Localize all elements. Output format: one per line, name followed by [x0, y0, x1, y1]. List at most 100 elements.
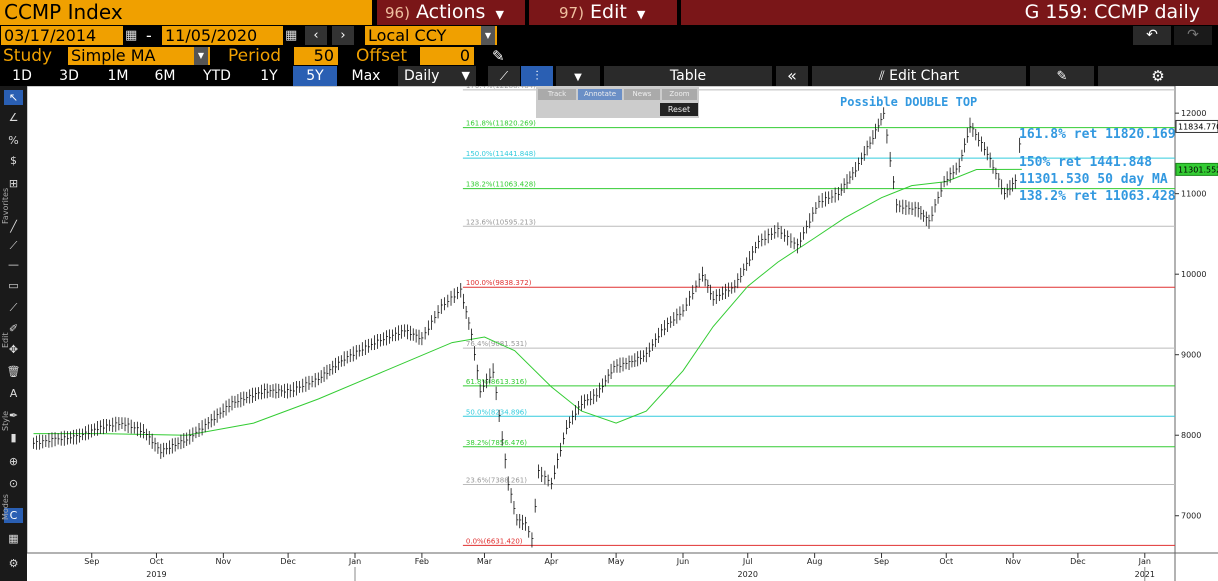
- trendline-tool[interactable]: ∠: [8, 111, 19, 124]
- channel-tool[interactable]: ⊞: [8, 177, 19, 190]
- edit-menu-button[interactable]: 97) Edit ▼: [529, 0, 677, 25]
- line-chart-button[interactable]: ⟋: [488, 66, 520, 86]
- x-tick-label: Sep: [84, 557, 99, 566]
- price-chart[interactable]: 7000 8000 9000 10000 11000 12000 Sep Oct Nov Dec J…: [27, 86, 1218, 581]
- annotate-tab[interactable]: Annotate: [578, 89, 622, 100]
- ray-tool[interactable]: ⟋: [9, 239, 18, 252]
- undo-button[interactable]: ↶: [1133, 26, 1171, 45]
- range-1y-button[interactable]: 1Y: [260, 68, 278, 84]
- frequency-select[interactable]: Daily ▼: [398, 66, 476, 86]
- collapse-button[interactable]: «: [776, 66, 808, 86]
- end-date-field[interactable]: 11/05/2020: [162, 26, 283, 45]
- pen-tool[interactable]: ✒: [8, 409, 19, 422]
- y-tick-label: 8000: [1181, 431, 1201, 440]
- y-tick-label: 12000: [1181, 109, 1206, 118]
- next-period-button[interactable]: ›: [332, 26, 354, 45]
- offset-field[interactable]: 0: [420, 47, 474, 65]
- ret-150-annotation[interactable]: 150% ret 1441.848: [1019, 155, 1153, 170]
- snap-tool[interactable]: ⊙: [8, 477, 19, 490]
- fib-level-label: 0.0%(6631.420): [466, 537, 523, 545]
- y-tick-label: 7000: [1181, 512, 1201, 521]
- chevron-down-icon: ▼: [495, 8, 504, 21]
- gear-icon: ⚙: [1151, 67, 1165, 85]
- chevron-right-icon: ›: [340, 28, 346, 43]
- range-1d-button[interactable]: 1D: [12, 68, 32, 84]
- x-tick-label: Jun: [676, 557, 690, 566]
- track-tab[interactable]: Track: [538, 89, 576, 100]
- redo-icon: ↷: [1187, 27, 1199, 43]
- range-1m-button[interactable]: 1M: [107, 68, 129, 84]
- calendar-icon[interactable]: ▦: [285, 28, 298, 43]
- security-name: CCMP Index: [4, 0, 123, 24]
- reset-button[interactable]: Reset: [660, 103, 698, 116]
- trash-icon[interactable]: 🗑: [6, 365, 21, 378]
- range-6m-button[interactable]: 6M: [154, 68, 176, 84]
- color-tool[interactable]: ▮: [10, 431, 17, 444]
- pen-icon[interactable]: ✎: [492, 47, 505, 65]
- range-ytd-button[interactable]: YTD: [203, 68, 231, 84]
- ma-50-annotation[interactable]: 11301.530 50 day MA: [1019, 172, 1168, 187]
- pencil-icon: ✎: [1056, 69, 1068, 84]
- edit-chart-button[interactable]: ⫽ Edit Chart: [812, 66, 1026, 86]
- rectangle-tool[interactable]: ▭: [8, 279, 19, 292]
- fib-level-label: 161.8%(11820.269): [466, 120, 536, 128]
- percent-tool[interactable]: $: [10, 154, 17, 167]
- start-date-field[interactable]: 03/17/2014: [1, 26, 123, 45]
- y-tick-label: 11000: [1181, 190, 1206, 199]
- ret-1618-annotation[interactable]: 161.8% ret 11820.169: [1019, 127, 1176, 142]
- frequency-value: Daily: [404, 68, 440, 84]
- modes-section-label: Modes: [1, 494, 10, 520]
- prev-period-button[interactable]: ‹: [305, 26, 327, 45]
- brush-tool[interactable]: ⟋: [9, 301, 18, 314]
- text-tool[interactable]: A: [9, 387, 18, 400]
- currency-select[interactable]: Local CCY ▼: [365, 26, 497, 45]
- period-field[interactable]: 50: [294, 47, 338, 65]
- magnet-icon[interactable]: C: [4, 508, 23, 523]
- eraser-tool[interactable]: ✐: [8, 322, 19, 335]
- horizontal-line-tool[interactable]: —: [8, 258, 19, 271]
- ret-1382-annotation[interactable]: 138.2% ret 11063.428: [1019, 189, 1176, 204]
- x-tick-label: Mar: [477, 557, 493, 566]
- x-tick-label: Nov: [1005, 557, 1021, 566]
- bar-chart-button[interactable]: ⫶: [521, 66, 553, 86]
- chart-type-dropdown[interactable]: ▼: [556, 66, 600, 86]
- calendar-icon[interactable]: ▦: [125, 28, 138, 43]
- x-tick-label: Jan: [1138, 557, 1151, 566]
- period-value: 50: [313, 46, 334, 65]
- crosshair-tool[interactable]: ⊕: [8, 455, 19, 468]
- table-label: Table: [669, 68, 707, 84]
- x-tick-label: Nov: [216, 557, 232, 566]
- x-tick-label: Jul: [742, 557, 753, 566]
- x-tick-label: Feb: [415, 557, 429, 566]
- study-label: Study: [3, 46, 53, 66]
- study-select[interactable]: Simple MA ▼: [68, 47, 210, 65]
- range-max-button[interactable]: Max: [351, 68, 381, 84]
- annotate-tool-button[interactable]: ✎: [1030, 66, 1094, 86]
- lock-icon[interactable]: ▦: [8, 532, 19, 545]
- pointer-tool[interactable]: ↖: [4, 90, 23, 105]
- security-field[interactable]: CCMP Index: [0, 0, 372, 25]
- double-top-annotation[interactable]: Possible DOUBLE TOP: [840, 95, 978, 109]
- table-button[interactable]: Table: [604, 66, 772, 86]
- line-tool[interactable]: ╱: [10, 220, 17, 233]
- range-3d-button[interactable]: 3D: [59, 68, 79, 84]
- range-toolbar: 1D 3D 1M 6M YTD 1Y 5Y Max Daily ▼ ⟋ ⫶ ▼ …: [0, 66, 1218, 86]
- study-value: Simple MA: [71, 46, 156, 65]
- year-label: 2019: [146, 570, 166, 579]
- settings-button[interactable]: ⚙: [1098, 66, 1218, 86]
- gear-icon[interactable]: ⚙: [8, 557, 19, 570]
- fibonacci-tool[interactable]: %: [8, 134, 19, 147]
- move-tool[interactable]: ✥: [8, 343, 19, 356]
- news-tab[interactable]: News: [624, 89, 660, 100]
- redo-button[interactable]: ↷: [1174, 26, 1212, 45]
- zoom-tab[interactable]: Zoom: [662, 89, 697, 100]
- chevron-left-icon: ‹: [313, 28, 319, 43]
- range-5y-button[interactable]: 5Y: [293, 66, 337, 86]
- actions-menu-button[interactable]: 96) Actions ▼: [377, 0, 525, 25]
- fib-level-label: 38.2%(7856.476): [466, 439, 527, 447]
- x-tick-label: Apr: [544, 557, 559, 566]
- chevron-down-icon: ▼: [481, 26, 495, 45]
- fib-level-label: 123.6%(10595.213): [466, 218, 536, 226]
- chart-panel[interactable]: 7000 8000 9000 10000 11000 12000 Sep Oct Nov Dec J…: [27, 86, 1218, 581]
- fib-level-label: 100.0%(9838.372): [466, 279, 532, 287]
